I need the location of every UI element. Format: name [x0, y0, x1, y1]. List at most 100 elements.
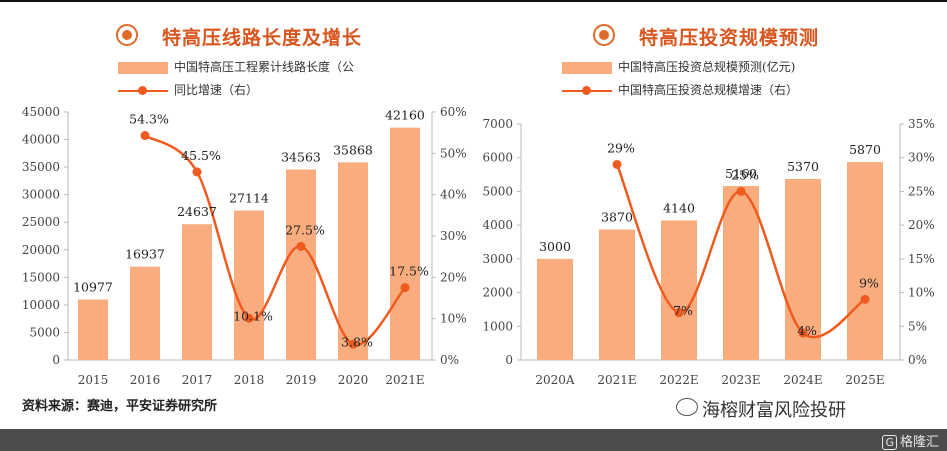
left-y2-tick-label: 20%: [440, 270, 467, 284]
left-y-tick-label: 35000: [22, 160, 60, 174]
right-legend-bar-label: 中国特高压投资总规模预测(亿元): [618, 60, 796, 74]
right-growth-value-label: 29%: [607, 140, 635, 155]
footer-logo-label: 格隆汇: [899, 435, 939, 450]
left-bar: [78, 299, 108, 360]
left-y-tick-label: 20000: [22, 243, 60, 257]
source-note: 资料来源：赛迪，平安证券研究所: [22, 399, 218, 414]
left-growth-value-label: 10.1%: [233, 308, 273, 323]
left-x-tick-label: 2016: [130, 373, 161, 387]
right-growth-value-label: 7%: [673, 303, 693, 318]
left-legend-line-label: 同比增速（右）: [174, 83, 259, 97]
left-bar-value-label: 27114: [229, 191, 269, 206]
left-bar: [182, 224, 212, 360]
legend-line-swatch: [562, 85, 612, 97]
left-bar: [130, 266, 160, 360]
left-y2-tick-label: 40%: [440, 188, 467, 202]
left-x-tick-label: 2021E: [385, 373, 424, 387]
right-growth-point: [798, 328, 808, 338]
right-bar-value-label: 5370: [787, 159, 819, 174]
left-y2-tick-label: 60%: [440, 105, 467, 119]
left-growth-value-label: 45.5%: [181, 148, 221, 163]
left-bar-value-label: 16937: [125, 247, 165, 262]
right-y-tick-label: 7000: [482, 117, 513, 131]
left-x-tick-label: 2017: [182, 373, 213, 387]
left-chart-title: 特高压线路长度及增长: [162, 27, 363, 49]
left-growth-point: [400, 283, 410, 293]
left-bar-value-label: 10977: [73, 280, 113, 295]
left-y-tick-label: 30000: [22, 188, 60, 202]
right-bar-value-label: 5160: [725, 166, 757, 181]
right-y2-tick-label: 0%: [908, 353, 927, 367]
left-growth-point: [348, 339, 358, 349]
right-y-tick-label: 0: [505, 353, 513, 367]
right-growth-point: [674, 308, 684, 318]
left-legend-bar-label: 中国特高压工程累计线路长度（公: [174, 60, 355, 74]
right-y2-tick-label: 10%: [908, 286, 935, 300]
left-y-tick-label: 0: [52, 353, 60, 367]
target-icon: [116, 24, 138, 46]
watermark-text: 海榕财富风险投研: [702, 400, 846, 421]
right-y-tick-label: 4000: [482, 218, 513, 232]
left-legend-bar: 中国特高压工程累计线路长度（公: [118, 58, 354, 75]
right-x-tick-label: 2020A: [535, 373, 575, 387]
left-x-tick-label: 2018: [234, 373, 265, 387]
right-y-tick-label: 6000: [482, 151, 513, 165]
left-growth-point: [244, 313, 254, 323]
right-y2-tick-label: 25%: [908, 184, 935, 198]
right-legend-bar: 中国特高压投资总规模预测(亿元): [562, 58, 795, 75]
footer-bar: G 格隆汇: [0, 429, 947, 451]
right-bar: [661, 220, 697, 360]
right-x-tick-label: 2023E: [721, 373, 760, 387]
left-bar-value-label: 42160: [385, 108, 425, 123]
target-icon: [593, 24, 615, 46]
left-y-tick-label: 15000: [22, 270, 60, 284]
left-growth-point: [296, 241, 306, 251]
legend-line-swatch: [118, 85, 168, 97]
left-y-tick-label: 5000: [29, 325, 60, 339]
left-bar: [390, 127, 420, 361]
left-y-tick-label: 40000: [22, 133, 60, 147]
left-y-tick-label: 25000: [22, 215, 60, 229]
wechat-icon: [676, 398, 698, 416]
right-legend-line-label: 中国特高压投资总规模增速（右）: [618, 83, 799, 97]
left-bar-value-label: 34563: [281, 150, 321, 165]
legend-bar-swatch: [118, 61, 168, 74]
right-bar: [723, 186, 759, 360]
right-bar-value-label: 3870: [601, 210, 633, 225]
right-growth-point: [860, 294, 870, 304]
right-y2-tick-label: 5%: [908, 319, 927, 333]
right-y-tick-label: 2000: [482, 286, 513, 300]
left-x-tick-label: 2019: [286, 373, 317, 387]
left-y2-tick-label: 10%: [440, 312, 467, 326]
right-bar: [537, 258, 573, 360]
left-growth-value-label: 17.5%: [389, 264, 429, 279]
left-bar: [234, 210, 264, 360]
left-bar-value-label: 24637: [177, 204, 217, 219]
left-y2-tick-label: 0%: [440, 353, 459, 367]
right-y-tick-label: 3000: [482, 252, 513, 266]
right-growth-value-label: 25%: [731, 167, 759, 182]
right-bar-value-label: 3000: [539, 239, 571, 254]
right-y2-tick-label: 20%: [908, 218, 935, 232]
right-legend-line: 中国特高压投资总规模增速（右）: [562, 81, 798, 98]
right-bar-value-label: 4140: [663, 200, 695, 215]
left-y-tick-label: 10000: [22, 298, 60, 312]
right-growth-line: [615, 163, 866, 339]
left-y2-tick-label: 50%: [440, 146, 467, 160]
right-growth-point: [612, 159, 622, 169]
right-x-tick-label: 2021E: [597, 373, 636, 387]
left-growth-point: [140, 131, 150, 141]
left-growth-value-label: 54.3%: [129, 112, 169, 127]
right-x-tick-label: 2025E: [845, 373, 884, 387]
left-legend-line: 同比增速（右）: [118, 81, 258, 98]
right-growth-point: [736, 186, 746, 196]
right-y-tick-label: 1000: [482, 319, 513, 333]
right-growth-value-label: 4%: [797, 323, 817, 338]
right-bar: [847, 162, 883, 360]
right-y2-tick-label: 30%: [908, 151, 935, 165]
left-x-tick-label: 2015: [78, 373, 109, 387]
legend-bar-swatch: [562, 61, 612, 74]
logo-g-icon: G: [882, 435, 897, 450]
right-y-tick-label: 5000: [482, 184, 513, 198]
right-bar-value-label: 5870: [849, 142, 881, 157]
